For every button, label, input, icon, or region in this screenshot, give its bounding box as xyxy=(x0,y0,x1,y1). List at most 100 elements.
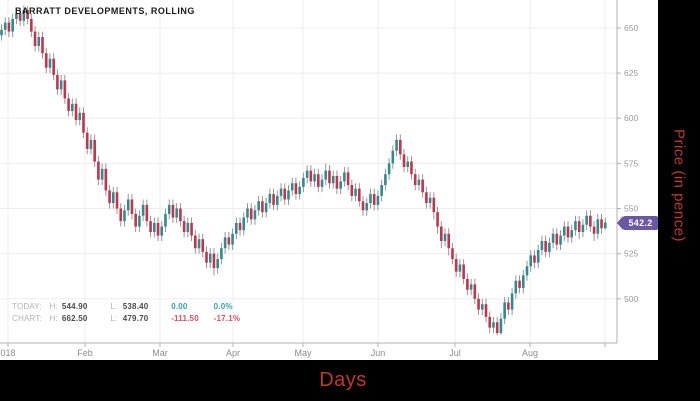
candle-body[interactable] xyxy=(559,235,562,245)
candle-body[interactable] xyxy=(335,176,339,189)
candle-body[interactable] xyxy=(231,233,234,245)
candle-body[interactable] xyxy=(205,251,208,263)
candle-body[interactable] xyxy=(536,250,540,263)
candle-body[interactable] xyxy=(249,208,253,220)
candle-body[interactable] xyxy=(488,316,492,328)
candle-body[interactable] xyxy=(480,304,484,310)
candle-body[interactable] xyxy=(261,201,264,213)
candle-body[interactable] xyxy=(119,208,123,222)
candle-body[interactable] xyxy=(357,188,361,202)
candle-body[interactable] xyxy=(216,259,219,269)
candle-body[interactable] xyxy=(141,204,145,216)
candle-body[interactable] xyxy=(466,278,469,290)
candle-body[interactable] xyxy=(130,199,134,214)
candle-body[interactable] xyxy=(331,176,335,184)
candle-body[interactable] xyxy=(257,201,260,211)
candle-body[interactable] xyxy=(533,255,536,263)
candle-body[interactable] xyxy=(37,37,41,47)
candle-body[interactable] xyxy=(451,248,454,260)
candle-body[interactable] xyxy=(384,174,387,186)
candle-body[interactable] xyxy=(287,190,290,200)
candle-body[interactable] xyxy=(309,170,313,182)
candle-body[interactable] xyxy=(585,215,588,225)
candle-body[interactable] xyxy=(603,222,607,229)
candle-body[interactable] xyxy=(354,188,357,196)
candle-body[interactable] xyxy=(197,239,201,249)
candle-body[interactable] xyxy=(413,174,417,186)
candle-body[interactable] xyxy=(507,302,510,310)
candle-body[interactable] xyxy=(313,174,316,182)
candle-body[interactable] xyxy=(3,22,7,30)
candle-body[interactable] xyxy=(592,226,596,234)
candle-body[interactable] xyxy=(328,170,331,184)
candle-body[interactable] xyxy=(26,9,29,19)
candle-body[interactable] xyxy=(376,195,380,205)
candle-body[interactable] xyxy=(454,259,458,272)
candle-body[interactable] xyxy=(48,58,52,68)
candle-body[interactable] xyxy=(246,208,249,218)
candle-body[interactable] xyxy=(52,58,55,75)
candle-body[interactable] xyxy=(492,322,495,328)
candle-body[interactable] xyxy=(495,322,499,334)
candle-body[interactable] xyxy=(160,226,164,236)
candle-body[interactable] xyxy=(439,226,443,242)
candle-body[interactable] xyxy=(551,233,555,243)
candle-body[interactable] xyxy=(518,280,521,288)
candle-body[interactable] xyxy=(44,53,48,68)
candle-body[interactable] xyxy=(596,219,600,234)
candle-body[interactable] xyxy=(134,213,137,227)
candle-body[interactable] xyxy=(223,237,227,249)
candle-body[interactable] xyxy=(473,284,477,299)
candle-body[interactable] xyxy=(126,199,130,211)
candle-body[interactable] xyxy=(548,242,551,252)
candle-body[interactable] xyxy=(85,132,89,149)
candle-body[interactable] xyxy=(149,221,152,232)
candle-body[interactable] xyxy=(462,264,465,279)
candle-body[interactable] xyxy=(138,215,141,227)
candle-body[interactable] xyxy=(283,188,287,200)
candle-body[interactable] xyxy=(574,221,577,231)
candle-body[interactable] xyxy=(320,179,324,187)
candle-body[interactable] xyxy=(56,74,59,90)
candle-body[interactable] xyxy=(395,139,398,151)
candle-body[interactable] xyxy=(208,253,212,263)
candle-body[interactable] xyxy=(15,13,18,19)
candle-body[interactable] xyxy=(425,192,428,204)
candle-body[interactable] xyxy=(11,18,14,32)
candle-body[interactable] xyxy=(235,222,238,234)
candle-body[interactable] xyxy=(316,174,320,187)
candle-body[interactable] xyxy=(71,103,74,112)
candle-body[interactable] xyxy=(361,201,365,211)
candle-body[interactable] xyxy=(108,190,111,204)
candle-body[interactable] xyxy=(89,139,93,149)
candle-body[interactable] xyxy=(290,183,294,191)
candle-body[interactable] xyxy=(305,170,309,178)
candle-body[interactable] xyxy=(156,222,160,236)
candle-body[interactable] xyxy=(529,255,533,267)
candle-body[interactable] xyxy=(59,80,63,90)
candles-group[interactable] xyxy=(0,5,607,336)
candle-body[interactable] xyxy=(402,154,406,167)
candle-body[interactable] xyxy=(100,168,104,180)
candle-body[interactable] xyxy=(477,298,480,310)
candle-body[interactable] xyxy=(514,280,518,294)
price-chart[interactable]: 650 625 600 575 550 525 500 018 Feb Mar Apr May Jun J… xyxy=(0,0,658,360)
candle-body[interactable] xyxy=(175,208,178,218)
candle-body[interactable] xyxy=(112,192,115,204)
candle-body[interactable] xyxy=(600,219,603,229)
candle-body[interactable] xyxy=(74,103,78,121)
candle-body[interactable] xyxy=(484,304,488,317)
candle-body[interactable] xyxy=(555,233,559,245)
candle-body[interactable] xyxy=(253,210,257,220)
candle-body[interactable] xyxy=(7,22,11,32)
candle-body[interactable] xyxy=(0,29,3,36)
candle-body[interactable] xyxy=(581,224,585,232)
candle-body[interactable] xyxy=(343,172,346,182)
candle-body[interactable] xyxy=(279,188,283,196)
candle-body[interactable] xyxy=(167,204,171,214)
candle-body[interactable] xyxy=(201,239,205,252)
candle-body[interactable] xyxy=(294,183,298,195)
candle-body[interactable] xyxy=(123,210,126,222)
candle-body[interactable] xyxy=(186,222,190,232)
candle-body[interactable] xyxy=(30,18,33,32)
